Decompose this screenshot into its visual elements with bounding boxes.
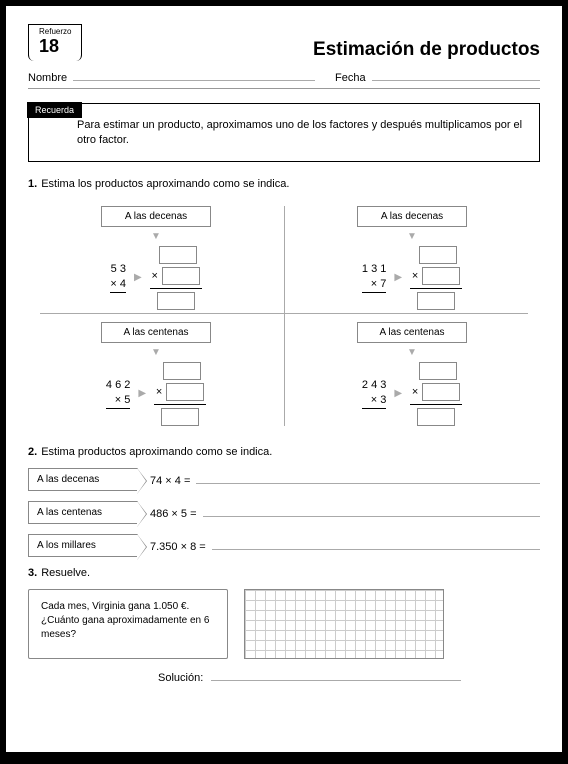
multiplication: 1 3 1× 7 (362, 262, 386, 293)
multiplication: 5 3× 4 (110, 262, 126, 293)
arrow-down-icon: ▼ (32, 231, 280, 242)
round-label: A los millares (28, 534, 138, 557)
multiplication: 2 4 3× 3 (362, 378, 386, 409)
round-label: A las decenas (357, 206, 467, 227)
answer-box[interactable] (166, 383, 204, 401)
answer-line[interactable] (196, 472, 540, 484)
answer-box[interactable] (162, 267, 200, 285)
answer-line[interactable] (203, 505, 541, 517)
answer-box[interactable] (159, 246, 197, 264)
answer-box[interactable] (422, 383, 460, 401)
round-label: A las decenas (101, 206, 211, 227)
name-input-line[interactable] (73, 69, 315, 81)
answer-box[interactable] (163, 362, 201, 380)
round-label: A las centenas (101, 322, 211, 343)
answer-box[interactable] (161, 408, 199, 426)
q3-num: 3. (28, 567, 37, 579)
answer-line[interactable] (212, 538, 540, 550)
q2-text: Estima productos aproximando como se ind… (41, 446, 272, 458)
answer-box[interactable] (157, 292, 195, 310)
q3-box: Cada mes, Virginia gana 1.050 €. ¿Cuánto… (28, 589, 228, 659)
q1-text: Estima los productos aproximando como se… (41, 178, 289, 190)
answer-box[interactable] (419, 246, 457, 264)
arrow-right-icon: ▶ (394, 388, 402, 399)
arrow-down-icon: ▼ (32, 347, 280, 358)
solution-line[interactable] (211, 669, 461, 681)
worksheet-tab: Refuerzo18 (28, 24, 82, 61)
date-label: Fecha (335, 72, 366, 84)
arrow-right-icon: ▶ (134, 272, 142, 283)
expression: 486 × 5 = (150, 508, 197, 520)
recuerda-text: Para estimar un producto, aproximamos un… (28, 103, 540, 162)
expression: 7.350 × 8 = (150, 541, 206, 553)
q2-num: 2. (28, 446, 37, 458)
expression: 74 × 4 = (150, 475, 190, 487)
work-grid[interactable] (244, 589, 444, 659)
recuerda-label: Recuerda (27, 102, 82, 118)
arrow-down-icon: ▼ (288, 347, 536, 358)
date-input-line[interactable] (372, 69, 540, 81)
answer-box[interactable] (417, 292, 455, 310)
round-label: A las centenas (28, 501, 138, 524)
answer-box[interactable] (417, 408, 455, 426)
multiplication: 4 6 2× 5 (106, 378, 130, 409)
arrow-right-icon: ▶ (394, 272, 402, 283)
arrow-right-icon: ▶ (138, 388, 146, 399)
tab-number: 18 (39, 36, 59, 56)
solution-label: Solución: (158, 672, 203, 684)
answer-box[interactable] (422, 267, 460, 285)
round-label: A las decenas (28, 468, 138, 491)
answer-box[interactable] (419, 362, 457, 380)
q3-text: Resuelve. (41, 567, 90, 579)
tab-small: Refuerzo (39, 27, 71, 36)
arrow-down-icon: ▼ (288, 231, 536, 242)
page-title: Estimación de productos (313, 39, 540, 61)
round-label: A las centenas (357, 322, 467, 343)
q1-num: 1. (28, 178, 37, 190)
name-label: Nombre (28, 72, 67, 84)
